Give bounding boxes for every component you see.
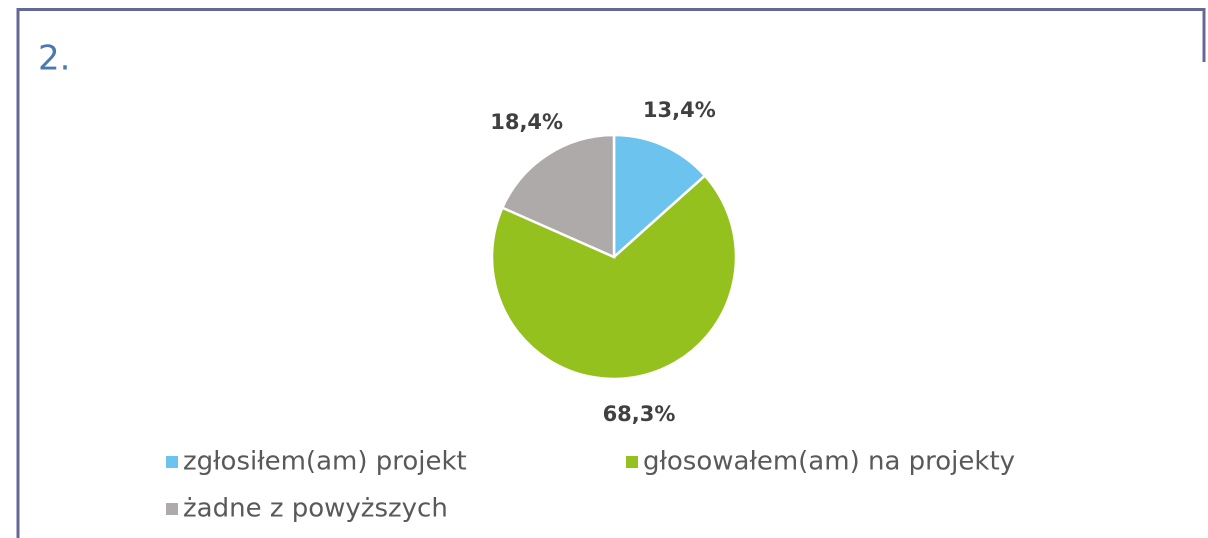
legend-swatch [626,456,638,468]
legend-label: zgłosiłem(am) projekt [183,447,467,477]
pie-slice [612,133,707,260]
legend-label: żadne z powyższych [183,494,448,524]
data-label: 68,3% [603,402,676,426]
pie-slice [490,173,738,381]
legend-swatch [166,456,178,468]
legend-label: głosowałem(am) na projekty [643,447,1015,477]
pie-slice [500,133,616,259]
chart-title: 2. [38,39,70,79]
data-label: 13,4% [643,98,716,122]
data-label: 18,4% [490,110,563,134]
legend-swatch [166,503,178,515]
